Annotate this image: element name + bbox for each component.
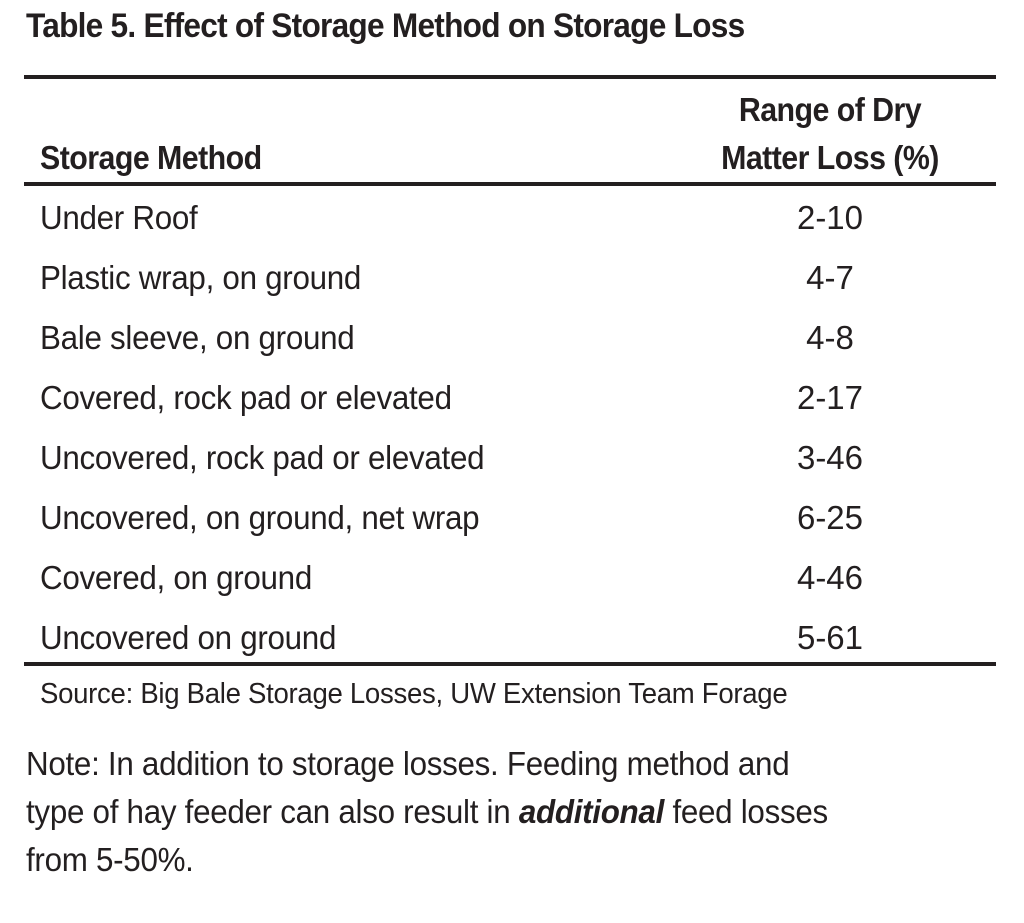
column-header-dry-matter-loss: Range of Dry Matter Loss (%) (674, 86, 987, 182)
column-header-line-2: Matter Loss (%) (721, 139, 939, 176)
table-body: Under Roof 2-10 Plastic wrap, on ground … (0, 188, 1024, 668)
column-header-line-1: Range of Dry (738, 91, 922, 128)
note-paragraph: Note: In addition to storage losses. Fee… (26, 740, 1024, 884)
note-text: type of hay feeder can also result in (26, 793, 519, 830)
cell-storage-method: Bale sleeve, on ground (40, 319, 355, 356)
note-line-1: Note: In addition to storage losses. Fee… (26, 745, 790, 782)
cell-loss-range: 4-46 (796, 559, 864, 596)
cell-loss-range: 5-61 (796, 619, 864, 656)
header-rule (24, 182, 996, 186)
table-title: Table 5. Effect of Storage Method on Sto… (26, 7, 745, 45)
cell-loss-range: 2-10 (796, 199, 864, 236)
cell-loss-range: 4-7 (806, 259, 854, 296)
cell-storage-method: Covered, on ground (40, 559, 312, 596)
table-row: Uncovered, on ground, net wrap 6-25 (0, 488, 1024, 548)
cell-storage-method: Under Roof (40, 199, 198, 236)
table-row: Uncovered on ground 5-61 (0, 608, 1024, 668)
cell-storage-method: Uncovered, on ground, net wrap (40, 499, 480, 536)
cell-loss-range: 2-17 (796, 379, 864, 416)
cell-storage-method: Uncovered on ground (40, 619, 337, 656)
cell-loss-range: 6-25 (796, 499, 864, 536)
note-text: feed losses (664, 793, 828, 830)
note-line-2: type of hay feeder can also result in ad… (26, 788, 976, 836)
cell-storage-method: Covered, rock pad or elevated (40, 379, 452, 416)
table-row: Uncovered, rock pad or elevated 3-46 (0, 428, 1024, 488)
table-row: Covered, rock pad or elevated 2-17 (0, 368, 1024, 428)
source-citation: Source: Big Bale Storage Losses, UW Exte… (40, 678, 788, 710)
column-header-storage-method: Storage Method (40, 139, 262, 176)
note-line-3: from 5-50%. (26, 841, 194, 878)
table-bottom-rule (24, 662, 996, 666)
table-top-rule (24, 75, 996, 79)
table-row: Covered, on ground 4-46 (0, 548, 1024, 608)
cell-storage-method: Uncovered, rock pad or elevated (40, 439, 485, 476)
cell-loss-range: 3-46 (796, 439, 864, 476)
note-emphasis: additional (518, 793, 665, 830)
table-row: Under Roof 2-10 (0, 188, 1024, 248)
table-row: Plastic wrap, on ground 4-7 (0, 248, 1024, 308)
table-row: Bale sleeve, on ground 4-8 (0, 308, 1024, 368)
cell-storage-method: Plastic wrap, on ground (40, 259, 362, 296)
cell-loss-range: 4-8 (806, 319, 854, 356)
